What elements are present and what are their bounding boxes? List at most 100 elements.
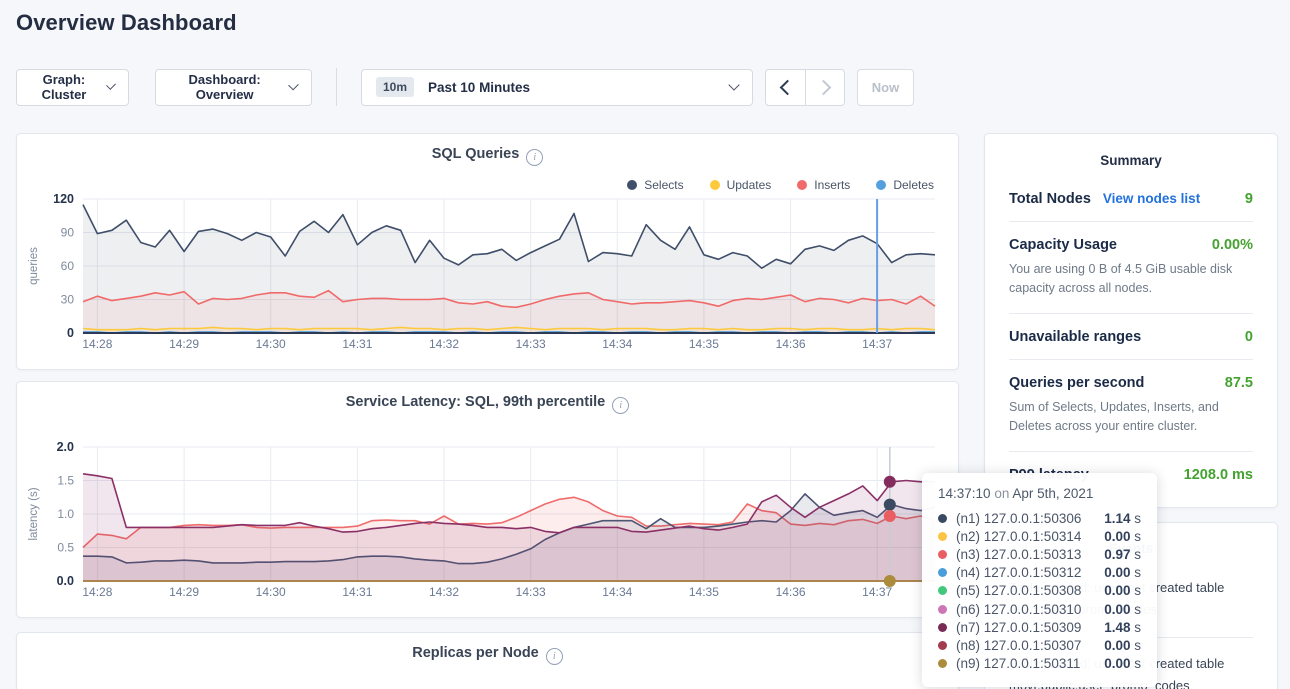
series-area-n3 <box>83 497 935 581</box>
sql-queries-title: SQL Queries i <box>17 146 958 166</box>
node-latency-value: 0.00 s <box>1104 528 1141 544</box>
service-latency-card: Service Latency: SQL, 99th percentile i 1… <box>16 381 959 618</box>
y-tick-label: 1.0 <box>57 507 74 521</box>
summary-row: Capacity Usage 0.00% You are using 0 B o… <box>1009 221 1253 313</box>
node-color-dot <box>938 640 947 650</box>
tooltip-row: (n8) 127.0.0.1:50307 0.00 s <box>938 636 1141 654</box>
node-color-dot <box>938 586 947 596</box>
service-latency-title: Service Latency: SQL, 99th percentile i <box>17 394 958 414</box>
series-area-n7 <box>83 473 935 581</box>
summary-row: Unavailable ranges 0 <box>1009 312 1253 359</box>
dashboard-dropdown[interactable]: Dashboard: Overview <box>155 68 312 106</box>
x-tick-label: 14:35 <box>689 585 719 599</box>
hover-dot <box>883 510 896 522</box>
node-address: (n7) 127.0.0.1:50309 <box>956 619 1082 635</box>
tooltip-row: (n2) 127.0.0.1:50314 0.00 s <box>938 527 1141 545</box>
summary-value: 1208.0 ms <box>1183 466 1253 483</box>
series-area-selects <box>83 204 935 333</box>
info-icon[interactable]: i <box>526 149 544 166</box>
x-tick-label: 14:35 <box>689 337 719 351</box>
node-address: (n4) 127.0.0.1:50312 <box>956 565 1082 581</box>
node-latency-value: 0.00 s <box>1104 565 1141 581</box>
summary-label: Total Nodes <box>1009 191 1091 207</box>
tooltip-row: (n9) 127.0.0.1:50311 0.00 s <box>938 655 1141 673</box>
time-range-selector[interactable]: 10m Past 10 Minutes <box>361 68 753 106</box>
time-prev-button[interactable] <box>766 70 805 105</box>
node-latency-value: 0.00 s <box>1104 601 1141 617</box>
node-address: (n1) 127.0.0.1:50306 <box>956 510 1082 526</box>
chevron-down-icon <box>105 80 116 90</box>
info-icon[interactable]: i <box>545 648 563 665</box>
tooltip-rows: (n1) 127.0.0.1:50306 1.14 s (n2) 127.0.0… <box>938 509 1141 673</box>
summary-row-header: Queries per second 87.5 <box>1009 375 1253 391</box>
graph-dropdown[interactable]: Graph: Cluster <box>16 68 129 106</box>
time-next-button[interactable] <box>805 69 844 105</box>
legend-item-selects: Selects <box>627 178 684 192</box>
toolbar: Graph: Cluster Dashboard: Overview 10m P… <box>16 68 914 106</box>
node-latency-value: 0.00 s <box>1104 656 1141 672</box>
replicas-per-node-title: Replicas per Node i <box>17 645 958 665</box>
series-area-n1 <box>83 493 935 581</box>
time-range-label: Past 10 Minutes <box>428 79 531 95</box>
node-latency-value: 1.48 s <box>1104 619 1141 635</box>
node-latency-value: 0.00 s <box>1104 637 1141 653</box>
graph-dropdown-label: Graph: Cluster <box>41 72 87 102</box>
summary-rows: Total Nodes View nodes list 9 Capacity U… <box>1009 176 1253 497</box>
y-tick-label: 0.5 <box>57 541 74 555</box>
series-line-selects <box>82 204 936 269</box>
node-color-dot <box>938 659 947 669</box>
x-tick-label: 14:31 <box>342 585 372 599</box>
now-button[interactable]: Now <box>857 68 914 106</box>
charts-column: SQL Queries i Selects Updates Inserts Delete… <box>16 133 959 689</box>
tooltip-row: (n3) 127.0.0.1:50313 0.97 s <box>938 545 1141 563</box>
x-tick-label: 14:36 <box>776 337 806 351</box>
chevron-left-icon <box>779 79 796 95</box>
sql-legend: Selects Updates Inserts Deletes <box>601 178 934 192</box>
chevron-down-icon <box>288 79 299 91</box>
tooltip-row: (n1) 127.0.0.1:50306 1.14 s <box>938 509 1141 527</box>
node-latency-value: 0.97 s <box>1104 546 1141 562</box>
tooltip-row: (n4) 127.0.0.1:50312 0.00 s <box>938 564 1141 582</box>
y-tick-label: 0 <box>67 326 74 340</box>
node-address: (n9) 127.0.0.1:50311 <box>956 656 1081 672</box>
x-tick-label: 14:29 <box>169 337 199 351</box>
x-tick-label: 14:28 <box>82 337 112 351</box>
node-latency-value: 0.00 s <box>1104 583 1141 599</box>
chart-title-text: Replicas per Node <box>412 645 539 661</box>
series-line-n1 <box>83 493 936 565</box>
summary-label: Unavailable ranges <box>1009 328 1142 345</box>
series-area-inserts <box>83 290 935 333</box>
replicas-per-node-card: Replicas per Node i <box>16 632 959 689</box>
tooltip-date: Apr 5th, 2021 <box>1012 486 1094 501</box>
x-tick-label: 14:33 <box>516 337 546 351</box>
latency-chart-svg: 14:28 14:29 14:30 14:31 14:32 14:33 14:34 14:35… <box>28 440 936 599</box>
summary-title: Summary <box>1100 153 1162 168</box>
series-line-updates <box>82 326 936 331</box>
tooltip-row: (n7) 127.0.0.1:50309 1.48 s <box>938 618 1141 636</box>
view-nodes-link[interactable]: View nodes list <box>1102 191 1201 206</box>
summary-row: Queries per second 87.5 Sum of Selects, … <box>1009 358 1253 451</box>
summary-label: Queries per second <box>1009 374 1145 391</box>
summary-value: 0.00% <box>1211 237 1253 253</box>
node-address: (n6) 127.0.0.1:50310 <box>956 601 1082 617</box>
x-tick-label: 14:37 <box>862 585 892 599</box>
tooltip-preposition: on <box>994 486 1010 501</box>
y-axis-title: latency (s) <box>28 487 40 540</box>
node-color-dot <box>938 568 947 578</box>
info-icon[interactable]: i <box>612 397 630 414</box>
legend-dot <box>876 180 887 190</box>
time-step-buttons <box>765 68 845 106</box>
chevron-right-icon <box>815 79 831 95</box>
node-address: (n5) 127.0.0.1:50308 <box>956 583 1082 599</box>
hover-dot <box>883 575 896 587</box>
x-tick-label: 14:34 <box>602 585 632 599</box>
node-color-dot <box>938 604 947 614</box>
x-tick-label: 14:31 <box>342 337 372 351</box>
x-tick-label: 14:36 <box>776 585 806 599</box>
sql-queries-card: SQL Queries i Selects Updates Inserts Delete… <box>16 133 959 370</box>
node-address: (n2) 127.0.0.1:50314 <box>956 528 1082 544</box>
chevron-down-icon <box>728 79 740 91</box>
tooltip-row: (n5) 127.0.0.1:50308 0.00 s <box>938 582 1141 600</box>
summary-row-header: Capacity Usage 0.00% <box>1009 237 1253 253</box>
